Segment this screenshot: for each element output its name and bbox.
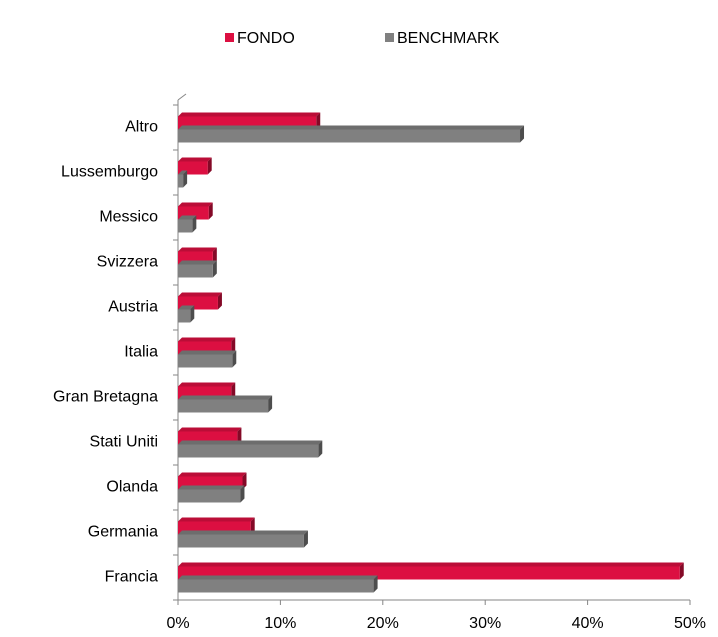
bar-side: [250, 517, 255, 535]
x-tick-label: 30%: [469, 615, 501, 632]
bar-side: [318, 440, 323, 458]
y-tick-label: Germania: [88, 524, 158, 541]
bar-top: [178, 170, 188, 175]
bar-top: [178, 247, 217, 252]
y-tick-label: Svizzera: [97, 254, 158, 271]
bar-side: [679, 562, 684, 580]
y-tick-label: Italia: [124, 344, 158, 361]
bar: [178, 174, 184, 188]
bar-side: [207, 157, 212, 175]
x-tick-label: 50%: [674, 615, 706, 632]
bar-side: [231, 382, 236, 400]
legend-label: FONDO: [237, 30, 295, 47]
x-tick-label: 20%: [367, 615, 399, 632]
bar-side: [232, 350, 237, 368]
legend-label: BENCHMARK: [397, 30, 500, 47]
bar-side: [316, 112, 321, 130]
bar-top: [178, 215, 197, 220]
bar: [178, 579, 374, 593]
y-tick-label: Lussemburgo: [61, 164, 158, 181]
y-axis-depth: [177, 93, 187, 101]
bar: [178, 444, 319, 458]
bar-top: [178, 485, 245, 490]
bar-top: [178, 440, 323, 445]
bar-top: [178, 202, 213, 207]
x-tick-label: 10%: [264, 615, 296, 632]
bar-top: [178, 427, 242, 432]
bar: [178, 129, 521, 143]
bar: [178, 354, 233, 368]
bar-side: [212, 247, 217, 265]
bar-side: [303, 530, 308, 548]
bar-side: [373, 575, 378, 593]
bar-top: [178, 260, 217, 265]
legend-swatch: [385, 33, 394, 42]
bar-side: [183, 170, 188, 188]
bar-top: [178, 530, 308, 535]
bar: [178, 309, 191, 323]
bar-top: [178, 292, 222, 297]
bar-side: [217, 292, 222, 310]
bar: [178, 264, 213, 278]
y-tick-label: Gran Bretagna: [53, 389, 158, 406]
bar-side: [190, 305, 195, 323]
bar-top: [178, 112, 321, 117]
bar-side: [520, 125, 525, 143]
bar-side: [268, 395, 273, 413]
bar-side: [212, 260, 217, 278]
bar-top: [178, 517, 255, 522]
bar: [178, 219, 193, 233]
y-tick-label: Altro: [125, 119, 158, 136]
bar: [178, 534, 304, 548]
bar: [178, 399, 269, 413]
bar-top: [178, 305, 195, 310]
bar-top: [178, 157, 212, 162]
x-tick-label: 0%: [166, 615, 189, 632]
bar-side: [231, 337, 236, 355]
y-tick-label: Stati Uniti: [90, 434, 158, 451]
bar-top: [178, 350, 237, 355]
bar-top: [178, 562, 684, 567]
bar-top: [178, 337, 236, 342]
bar-side: [208, 202, 213, 220]
bar: [178, 489, 241, 503]
bar-top: [178, 575, 378, 580]
y-tick-label: Messico: [99, 209, 158, 226]
y-tick-label: Olanda: [106, 479, 158, 496]
y-tick-label: Francia: [105, 569, 158, 586]
bar-side: [192, 215, 197, 233]
bar-side: [237, 427, 242, 445]
y-tick-label: Austria: [108, 299, 158, 316]
legend-swatch: [225, 33, 234, 42]
bar-top: [178, 382, 236, 387]
bar-side: [242, 472, 247, 490]
bar-top: [178, 472, 247, 477]
bar-top: [178, 125, 525, 130]
bar-top: [178, 395, 273, 400]
bar-side: [240, 485, 245, 503]
x-tick-label: 40%: [572, 615, 604, 632]
